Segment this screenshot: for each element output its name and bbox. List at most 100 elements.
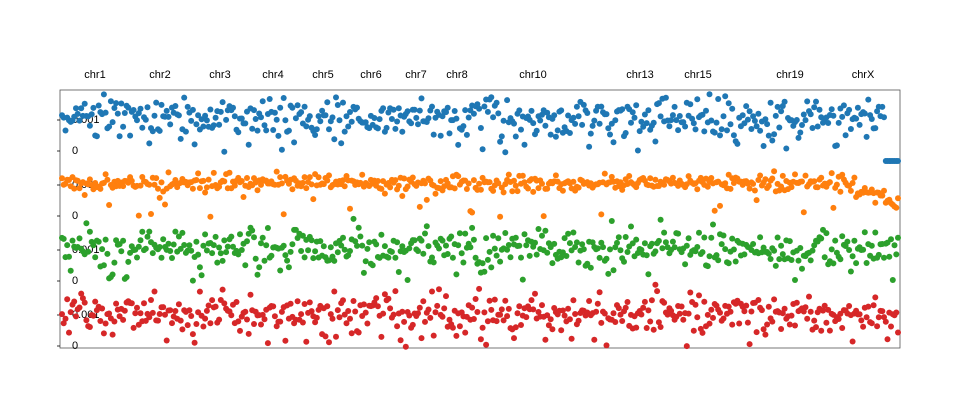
scatter-point (345, 308, 352, 314)
scatter-point (565, 112, 572, 119)
scatter-point (750, 113, 757, 120)
scatter-point (271, 109, 278, 116)
scatter-point (612, 117, 619, 124)
scatter-point (415, 248, 421, 254)
scatter-point (146, 181, 153, 188)
scatter-point (144, 104, 151, 111)
scatter-point (169, 320, 175, 327)
scatter-point (432, 309, 439, 316)
scatter-point (458, 250, 465, 257)
scatter-point (245, 141, 252, 148)
scatter-point (175, 112, 182, 119)
scatter-point (193, 238, 200, 245)
scatter-point (594, 245, 601, 252)
scatter-point (645, 107, 652, 114)
scatter-point (629, 240, 636, 247)
scatter-point (830, 112, 837, 119)
scatter-point (753, 329, 760, 336)
scatter-point (781, 98, 788, 105)
scatter-point (212, 233, 219, 240)
scatter-point (97, 318, 104, 324)
scatter-point (610, 310, 617, 317)
scatter-point (202, 112, 209, 119)
scatter-point (73, 105, 79, 112)
scatter-point (584, 110, 591, 116)
scatter-point (280, 95, 287, 101)
scatter-point (874, 323, 881, 330)
scatter-point (86, 176, 93, 183)
scatter-point (750, 180, 757, 187)
scatter-point (364, 245, 371, 252)
scatter-point (830, 204, 837, 211)
scatter-point (856, 311, 863, 318)
scatter-point (895, 234, 901, 241)
scatter-point (547, 131, 554, 138)
scatter-point (539, 111, 545, 118)
scatter-point (661, 229, 668, 236)
scatter-point (278, 180, 285, 187)
scatter-point (717, 132, 723, 139)
scatter-point (743, 103, 750, 110)
scatter-point (165, 240, 172, 247)
scatter-point (364, 320, 371, 327)
scatter-point (504, 313, 511, 320)
scatter-point (132, 310, 139, 317)
scatter-point (521, 141, 528, 148)
scatter-point (708, 306, 715, 313)
scatter-point (451, 185, 458, 192)
scatter-point (706, 320, 713, 327)
scatter-point (470, 177, 477, 184)
scatter-point (722, 180, 729, 187)
scatter-point (629, 109, 636, 116)
scatter-point (151, 112, 158, 119)
scatter-point (893, 251, 900, 258)
scatter-point (153, 175, 160, 182)
scatter-point (177, 135, 184, 142)
scatter-point (779, 172, 786, 179)
scatter-point (505, 171, 512, 178)
scatter-point (823, 230, 830, 237)
scatter-point (542, 122, 549, 129)
scatter-point (158, 254, 165, 261)
scatter-point (120, 123, 127, 130)
scatter-point (381, 190, 388, 197)
scatter-point (851, 174, 858, 181)
scatter-point (216, 121, 223, 128)
scatter-point (425, 115, 432, 122)
scatter-point (633, 324, 640, 331)
scatter-point (362, 119, 369, 126)
scatter-point (258, 181, 264, 188)
scatter-point (209, 250, 216, 257)
scatter-point (685, 173, 692, 180)
scatter-point (825, 306, 832, 313)
scatter-point (720, 315, 727, 322)
scatter-point (537, 117, 544, 124)
scatter-point (74, 110, 81, 117)
scatter-point (264, 225, 271, 231)
scatter-point (254, 187, 261, 194)
scatter-point (816, 106, 823, 113)
scatter-point (83, 317, 90, 324)
scatter-point (781, 305, 788, 312)
scatter-point (348, 330, 355, 337)
scatter-point (795, 257, 802, 264)
scatter-point (85, 248, 92, 255)
scatter-point (837, 256, 844, 263)
scatter-point (303, 338, 310, 345)
scatter-point (601, 170, 608, 177)
scatter-point (193, 121, 200, 128)
scatter-point (270, 303, 277, 310)
scatter-point (479, 324, 486, 331)
scatter-point (313, 126, 320, 133)
scatter-point (710, 314, 716, 321)
scatter-point (833, 181, 840, 188)
scatter-point (542, 227, 549, 234)
scatter-point (746, 341, 753, 348)
scatter-point (277, 318, 284, 325)
scatter-point (347, 205, 353, 212)
scatter-point (418, 237, 425, 244)
scatter-point (258, 114, 264, 121)
scatter-point (301, 254, 308, 261)
scatter-point (120, 316, 127, 323)
